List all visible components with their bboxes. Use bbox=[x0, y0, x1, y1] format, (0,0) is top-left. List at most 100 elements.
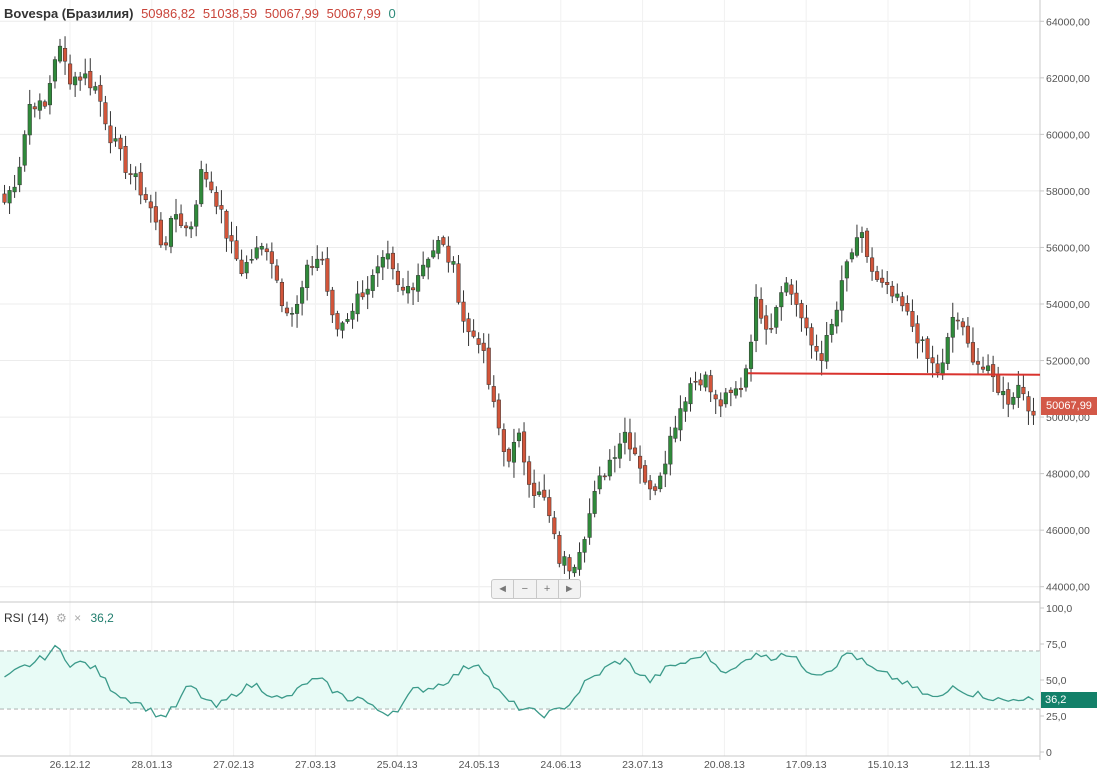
candle-body bbox=[1021, 386, 1026, 395]
chart-legend: Bovespa (Бразилия) 50986,82 51038,59 500… bbox=[4, 6, 396, 21]
y-tick-label: 64000,00 bbox=[1046, 16, 1090, 28]
candle-body bbox=[809, 327, 814, 346]
close-icon[interactable]: × bbox=[74, 611, 82, 625]
candle-body bbox=[935, 363, 940, 374]
candle-body bbox=[829, 323, 834, 335]
candle-body bbox=[481, 342, 486, 351]
candle-body bbox=[511, 442, 517, 463]
candle-body bbox=[764, 315, 769, 330]
y-tick-label: 56000,00 bbox=[1046, 242, 1090, 254]
candle-body bbox=[390, 252, 395, 270]
candle-body bbox=[431, 250, 436, 258]
candle-body bbox=[1006, 389, 1011, 405]
candle-body bbox=[854, 237, 859, 256]
candle-body bbox=[12, 186, 17, 193]
candle-body bbox=[547, 497, 552, 517]
candle-body bbox=[229, 235, 234, 242]
candle-body bbox=[57, 45, 63, 62]
candle-body bbox=[380, 256, 385, 268]
candle-body bbox=[340, 322, 345, 331]
candle-body bbox=[814, 346, 819, 352]
rsi-line bbox=[4, 644, 1034, 719]
candle-body bbox=[300, 287, 305, 304]
y-tick-label: 50000,00 bbox=[1046, 412, 1090, 424]
candle-body bbox=[400, 286, 406, 291]
candle-body bbox=[718, 399, 723, 407]
candle-body bbox=[622, 431, 627, 443]
low-value: 50067,99 bbox=[264, 6, 320, 21]
gear-icon[interactable]: ⚙ bbox=[56, 611, 67, 625]
candle-body bbox=[199, 169, 204, 205]
candle-body bbox=[980, 366, 986, 370]
candle-body bbox=[133, 173, 138, 178]
candle-body bbox=[1001, 391, 1006, 396]
candle-body bbox=[930, 357, 935, 364]
candle-body bbox=[900, 296, 905, 307]
y-tick-label: 52000,00 bbox=[1046, 356, 1090, 368]
candle-body bbox=[209, 181, 214, 191]
candle-body bbox=[759, 299, 764, 319]
candle-body bbox=[204, 171, 209, 180]
candle-body bbox=[189, 226, 194, 230]
y-tick-label: 58000,00 bbox=[1046, 186, 1090, 198]
candle-body bbox=[683, 401, 688, 412]
candle-body bbox=[68, 63, 73, 85]
candle-body bbox=[557, 535, 562, 564]
candle-body bbox=[885, 282, 890, 285]
candle-body bbox=[769, 328, 774, 330]
candle-body bbox=[310, 266, 315, 268]
candle-body bbox=[295, 304, 300, 314]
candle-body bbox=[925, 338, 930, 359]
candle-body bbox=[83, 73, 88, 79]
candle-body bbox=[350, 310, 355, 320]
open-value: 50986,82 bbox=[141, 6, 196, 21]
candle-body bbox=[148, 201, 153, 209]
candle-body bbox=[945, 337, 950, 364]
candle-body bbox=[587, 513, 592, 538]
zoom-in-button[interactable]: + bbox=[537, 580, 559, 598]
candle-body bbox=[612, 457, 617, 459]
candle-body bbox=[572, 566, 577, 574]
x-tick-label: 20.08.13 bbox=[704, 759, 745, 771]
candle-body bbox=[693, 381, 698, 383]
candle-body bbox=[859, 232, 865, 238]
candle-body bbox=[239, 259, 244, 274]
candle-body bbox=[567, 557, 572, 572]
zoom-out-button[interactable]: − bbox=[514, 580, 537, 598]
x-tick-label: 23.07.13 bbox=[622, 759, 663, 771]
candle-body bbox=[779, 292, 784, 308]
candle-body bbox=[325, 258, 330, 292]
scroll-left-button[interactable]: ◄ bbox=[492, 580, 515, 598]
candle-body bbox=[527, 461, 532, 485]
rsi-tick-label: 25,0 bbox=[1046, 711, 1067, 723]
candle-body bbox=[78, 76, 83, 81]
candle-body bbox=[602, 475, 607, 478]
candle-body bbox=[254, 247, 259, 259]
candle-body bbox=[653, 486, 658, 491]
candle-body bbox=[733, 388, 738, 396]
candle-body bbox=[496, 399, 501, 429]
candle-body bbox=[466, 318, 471, 333]
candle-body bbox=[506, 448, 511, 462]
candle-body bbox=[915, 323, 920, 344]
candle-body bbox=[663, 463, 668, 475]
candle-body bbox=[688, 383, 693, 405]
candle-body bbox=[743, 368, 749, 388]
candle-body bbox=[2, 193, 7, 203]
candle-body bbox=[754, 296, 759, 341]
y-tick-label: 54000,00 bbox=[1046, 299, 1090, 311]
candle-body bbox=[955, 319, 960, 322]
candle-body bbox=[461, 301, 466, 322]
candle-body bbox=[592, 491, 597, 514]
candle-body bbox=[789, 284, 794, 295]
candle-body bbox=[345, 319, 350, 322]
support-level-line[interactable] bbox=[747, 372, 1041, 376]
candle-body bbox=[799, 303, 804, 319]
scroll-right-button[interactable]: ► bbox=[563, 583, 575, 595]
candle-body bbox=[284, 307, 290, 314]
candle-body bbox=[607, 459, 612, 477]
candle-body bbox=[542, 489, 547, 498]
candle-body bbox=[552, 517, 557, 535]
candle-body bbox=[269, 251, 274, 264]
